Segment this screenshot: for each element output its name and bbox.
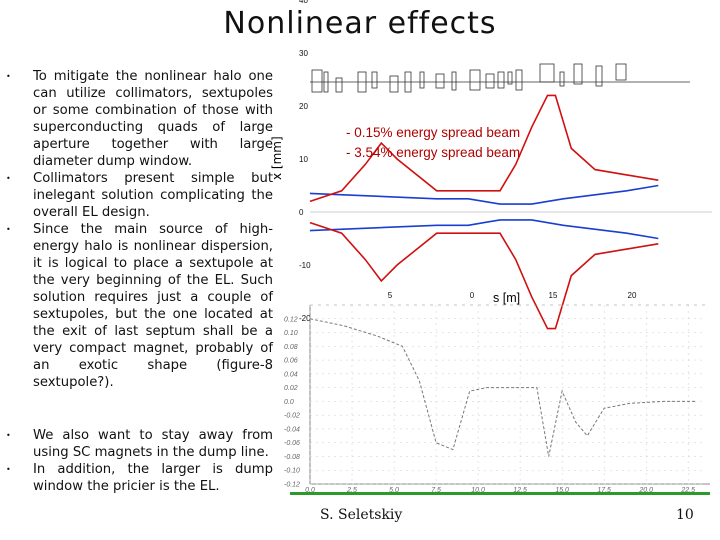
y-tick-label: 0	[299, 208, 304, 217]
y-tick-label: -0.04	[284, 426, 300, 433]
x-tick-group: 5 0 15 20	[388, 291, 637, 300]
bullet-item: Collimators present simple but inelegant…	[6, 170, 273, 221]
x-tick-label: 17.5	[597, 487, 611, 494]
dispersion-line	[309, 318, 697, 457]
x-tick-label: 15.0	[555, 487, 569, 494]
bullet-item: To mitigate the nonlinear halo one can u…	[6, 68, 273, 170]
grid-lines	[309, 305, 705, 485]
slide-title: Nonlinear effects	[223, 6, 497, 41]
x-tick-label: 5	[388, 291, 393, 300]
footer-rule	[290, 492, 710, 495]
x-tick-label: 10.0	[471, 487, 485, 494]
y-tick-label: -10	[299, 261, 311, 270]
y-tick-label: -0.02	[284, 413, 300, 420]
beam-envelope-upper	[309, 184, 659, 205]
x-tick-label: 0	[470, 291, 475, 300]
y-tick-group: 40 30 20 10 0 -10 -20	[299, 0, 311, 323]
x-tick-label: 12.5	[513, 487, 527, 494]
x-tick-label: 22.5	[680, 487, 695, 494]
y-tick-label: -0.06	[284, 440, 300, 447]
bullet-item: We also want to stay away from using SC …	[6, 427, 273, 461]
x-tick-label: 20.0	[638, 487, 653, 494]
x-tick-group: 0.0 2.5 5.0 7.5 10.0 12.5 15.0 17.5 20.0 22.5	[305, 487, 695, 494]
y-tick-label: 0.08	[284, 344, 298, 351]
x-tick-label: 0.0	[305, 487, 315, 494]
beam-envelope-upper	[309, 94, 659, 203]
y-tick-label: 10	[299, 155, 308, 164]
y-tick-label: 30	[299, 49, 308, 58]
beam-envelopes	[309, 94, 659, 330]
x-tick-label: 20	[628, 291, 637, 300]
beam-plot: 40 30 20 10 0 -10 -20 5 0 15 20 - 0.15% energy sp…	[299, 0, 712, 330]
y-tick-label: 0.06	[284, 358, 298, 365]
y-tick-label: -20	[299, 314, 311, 323]
y-tick-label: 20	[299, 102, 308, 111]
x-tick-label: 5.0	[389, 487, 399, 494]
y-tick-label: 0.10	[284, 330, 298, 337]
page-number: 10	[676, 507, 694, 523]
bullet-list: To mitigate the nonlinear halo one can u…	[6, 68, 273, 495]
author-name: S. Seletskiy	[320, 507, 403, 523]
y-tick-label: 0.04	[284, 371, 298, 378]
legend-entry-narrow: - 0.15% energy spread beam	[346, 125, 520, 140]
x-tick-label: 15	[549, 291, 558, 300]
x-tick-label: 7.5	[431, 487, 441, 494]
dispersion-curve	[309, 318, 697, 457]
legend-entry-wide: - 3.54% energy spread beam	[346, 145, 520, 160]
bullet-item: In addition, the larger is dump window t…	[6, 461, 273, 495]
y-tick-group: 0.12 0.10 0.08 0.06 0.04 0.02 0.0 -0.02 -0.04 -0.…	[284, 316, 300, 488]
x-tick-label: 2.5	[346, 487, 357, 494]
y-tick-label: 0.02	[284, 385, 298, 392]
y-tick-label: 0.0	[284, 399, 294, 406]
y-tick-label: 0.12	[284, 316, 298, 323]
beam-envelope-lower	[309, 221, 659, 330]
lattice-strip	[310, 63, 690, 93]
beam-envelope-lower	[309, 219, 659, 240]
y-tick-label: -0.12	[284, 482, 300, 489]
bullet-item: Since the main source of high-energy hal…	[6, 221, 273, 391]
y-tick-label: -0.08	[284, 454, 300, 461]
x-axis-label: s [m]	[493, 291, 520, 305]
y-tick-label: -0.10	[284, 468, 300, 475]
dispersion-plot: 0.120.100.080.060.040.020.0-0.02-0.04-0.…	[284, 304, 710, 494]
y-tick-label: 40	[299, 0, 308, 5]
